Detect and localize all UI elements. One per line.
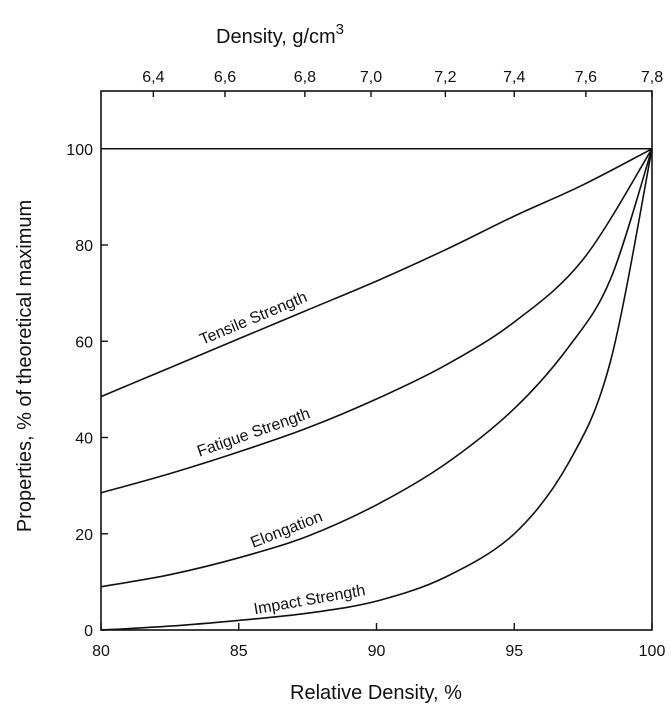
top-tick-label: 7,2 [434, 69, 456, 86]
top-tick-label: 7,8 [641, 69, 663, 86]
x-tick-label: 95 [505, 643, 523, 660]
y-tick-label: 0 [84, 623, 93, 640]
data-curves [100, 148, 653, 631]
series-line-impact [100, 148, 653, 631]
plot-frame [100, 90, 653, 631]
x-axis-ticks: 80 85 90 95 100 [92, 623, 665, 660]
top-tick-label: 7,4 [503, 69, 525, 86]
series-line-fatigue [100, 148, 653, 494]
y-axis-ticks: 0 20 40 60 80 100 [66, 142, 108, 640]
top-axis-title-superscript: 3 [336, 21, 344, 38]
y-tick-label: 80 [75, 238, 93, 255]
y-tick-label: 20 [75, 527, 93, 544]
top-tick-label: 7,0 [360, 69, 382, 86]
x-axis-title: Relative Density, % [290, 682, 462, 704]
top-tick-label: 6,4 [142, 69, 164, 86]
x-tick-label: 90 [368, 643, 386, 660]
series-label-tensile: Tensile Strength [197, 289, 309, 349]
x-tick-label: 80 [92, 643, 110, 660]
y-axis-title: Properties, % of theoretical maximum [14, 200, 36, 532]
series-line-elongation [100, 148, 653, 588]
top-axis-ticks: 6,4 6,6 6,8 7,0 7,2 7,4 7,6 7,8 [142, 69, 663, 97]
x-tick-label: 85 [230, 643, 248, 660]
series-label-elongation: Elongation [248, 508, 325, 551]
y-tick-label: 40 [75, 431, 93, 448]
top-tick-label: 7,6 [575, 69, 597, 86]
series-line-tensile [100, 148, 653, 398]
top-tick-label: 6,8 [294, 69, 316, 86]
y-tick-label: 60 [75, 334, 93, 351]
x-tick-label: 100 [639, 643, 666, 660]
top-tick-label: 6,6 [214, 69, 236, 86]
top-axis-title-text: Density, g/cm [216, 26, 336, 48]
y-tick-label: 100 [66, 142, 93, 159]
top-axis-title: Density, g/cm3 [216, 21, 344, 48]
